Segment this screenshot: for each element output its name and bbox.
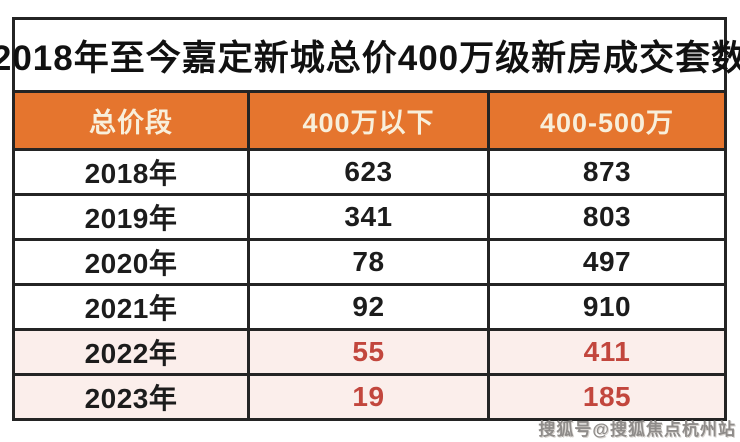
- table-header-row: 总价段 400万以下 400-500万: [15, 93, 724, 151]
- value-cell-below-400w: 19: [250, 376, 490, 418]
- value-cell-400-500w: 411: [583, 336, 631, 367]
- table-row-2018: 2018年 623 873: [15, 151, 724, 196]
- price-table: 2018年至今嘉定新城总价400万级新房成交套数 总价段 400万以下 400-…: [0, 17, 740, 421]
- table-row-2020: 2020年 78 497: [15, 241, 724, 286]
- year-cell: 2019年: [15, 196, 250, 238]
- value-cell-400-500w: 803: [582, 201, 632, 232]
- column-header-price-band: 总价段: [15, 93, 250, 148]
- column-header-400-500w: 400-500万: [539, 108, 675, 138]
- table-row-2022: 2022年 55 411: [15, 331, 724, 376]
- year-cell: 2023年: [15, 376, 250, 418]
- value-cell-400-500w: 497: [582, 246, 632, 277]
- sohu-watermark: 搜狐号@搜狐焦点杭州站: [538, 420, 736, 439]
- year-cell: 2020年: [15, 241, 250, 283]
- table-row-2019: 2019年 341 803: [15, 196, 724, 241]
- page-title: 2018年至今嘉定新城总价400万级新房成交套数: [0, 38, 740, 78]
- value-cell-below-400w: 341: [250, 196, 490, 238]
- value-cell-400-500w: 910: [582, 291, 632, 322]
- year-cell: 2022年: [15, 331, 250, 373]
- value-cell-below-400w: 55: [250, 331, 490, 373]
- year-cell: 2021年: [15, 286, 250, 328]
- table-title-row: 2018年至今嘉定新城总价400万级新房成交套数: [0, 20, 740, 93]
- value-cell-400-500w: 185: [582, 381, 632, 412]
- table-row-2021: 2021年 92 910: [15, 286, 724, 331]
- column-header-below-400w: 400万以下: [250, 93, 490, 148]
- value-cell-400-500w: 873: [582, 156, 632, 187]
- value-cell-below-400w: 92: [250, 286, 490, 328]
- value-cell-below-400w: 78: [250, 241, 490, 283]
- value-cell-below-400w: 623: [250, 151, 490, 193]
- table-row-2023: 2023年 19 185: [15, 376, 724, 418]
- year-cell: 2018年: [15, 151, 250, 193]
